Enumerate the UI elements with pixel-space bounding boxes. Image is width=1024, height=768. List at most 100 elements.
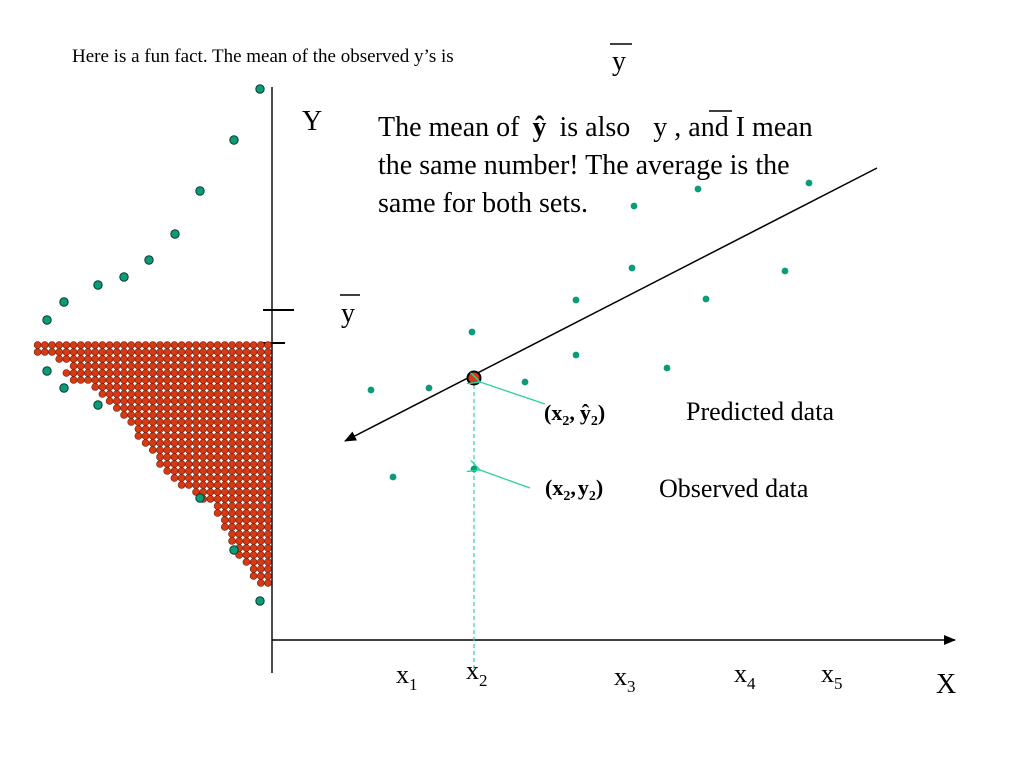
histogram-dot (149, 439, 157, 447)
histogram-dot (199, 411, 207, 419)
histogram-dot (192, 390, 200, 398)
histogram-dot (221, 341, 229, 349)
histogram-dot (127, 418, 135, 426)
histogram-dot (127, 348, 135, 356)
histogram-dot (235, 418, 243, 426)
histogram-dot (192, 474, 200, 482)
histogram-dot (221, 502, 229, 510)
histogram-dot (249, 348, 258, 356)
histogram-dot (177, 383, 186, 391)
fun-fact-ybar-symbol: y (612, 46, 626, 77)
histogram-dot (177, 439, 186, 447)
histogram-dot (91, 376, 99, 384)
histogram-dot (199, 369, 207, 377)
histogram-dot (170, 341, 179, 349)
histogram-dot (221, 523, 229, 531)
histogram-dot (264, 355, 272, 363)
histogram-dot (235, 439, 243, 447)
histogram-dot (177, 432, 186, 440)
histogram-dot (163, 341, 171, 349)
histogram-dot (105, 383, 114, 391)
histogram-dot (149, 362, 157, 370)
histogram-dot (177, 474, 186, 482)
histogram-dot (127, 369, 135, 377)
histogram-dot (134, 425, 143, 433)
histogram-dot (221, 481, 229, 489)
histogram-dot (192, 488, 200, 496)
fun-fact-text: Here is a fun fact. The mean of the obse… (72, 46, 454, 67)
histogram-dot (242, 481, 251, 489)
histogram-dot (221, 453, 229, 461)
histogram-dot (213, 439, 222, 447)
predicted-pointer (480, 382, 546, 405)
histogram-dot (113, 390, 121, 398)
histogram-dot (177, 467, 186, 475)
histogram-dot (228, 488, 236, 496)
histogram-dot (69, 369, 78, 377)
histogram-dot (141, 397, 150, 405)
histogram-dot (256, 579, 265, 587)
histogram-dot (170, 439, 179, 447)
histogram-dot (249, 558, 258, 566)
histogram-dot (264, 544, 272, 552)
histogram-dot (213, 348, 222, 356)
histogram-dot (206, 348, 215, 356)
histogram-dot (221, 509, 229, 517)
histogram-dot (185, 425, 193, 433)
scatter-point (805, 179, 813, 187)
histogram-dot (264, 376, 272, 384)
histogram-dot (98, 355, 107, 363)
histogram-dot (105, 369, 114, 377)
histogram-dot (170, 376, 179, 384)
scatter-point (468, 328, 476, 336)
histogram-dot (185, 432, 193, 440)
histogram-dot (55, 355, 64, 363)
histogram-dot (163, 432, 171, 440)
histogram-dot (149, 418, 157, 426)
histogram-dot (264, 397, 272, 405)
histogram-dot (235, 537, 243, 545)
histogram-dot (105, 397, 114, 405)
histogram-dot (249, 439, 258, 447)
histogram-dot (213, 411, 222, 419)
histogram-dot (177, 341, 186, 349)
histogram-dot (264, 460, 272, 468)
histogram-dot (242, 474, 251, 482)
distribution-point (255, 596, 265, 606)
histogram-dot (192, 425, 200, 433)
histogram-dot (149, 355, 157, 363)
histogram-dot (213, 418, 222, 426)
histogram-dot (177, 453, 186, 461)
histogram-dot (170, 404, 179, 412)
histogram-dot (264, 369, 272, 377)
histogram-dot (134, 432, 143, 440)
histogram-dot (134, 376, 143, 384)
histogram-dot (264, 579, 272, 587)
histogram-dot (228, 481, 236, 489)
histogram-dot (77, 362, 85, 370)
distribution-point (42, 366, 52, 376)
histogram-dot (242, 488, 251, 496)
histogram-dot (242, 446, 251, 454)
histogram-dot (206, 460, 215, 468)
histogram-dot (235, 488, 243, 496)
histogram-dot (127, 341, 135, 349)
histogram-dot (249, 495, 258, 503)
histogram-dot (242, 376, 251, 384)
histogram-dot (141, 390, 150, 398)
histogram-dot (134, 404, 143, 412)
histogram-dot (249, 404, 258, 412)
histogram-dot (69, 376, 78, 384)
histogram-dot (105, 362, 114, 370)
distribution-point (59, 297, 69, 307)
histogram-dot (156, 355, 164, 363)
histogram-dot (228, 495, 236, 503)
histogram-dot (156, 446, 164, 454)
histogram-dot (120, 341, 128, 349)
histogram-dot (242, 397, 251, 405)
histogram-dot (185, 439, 193, 447)
histogram-dot (249, 397, 258, 405)
histogram-dot (256, 544, 265, 552)
histogram-dot (213, 502, 222, 510)
histogram-dot (228, 369, 236, 377)
